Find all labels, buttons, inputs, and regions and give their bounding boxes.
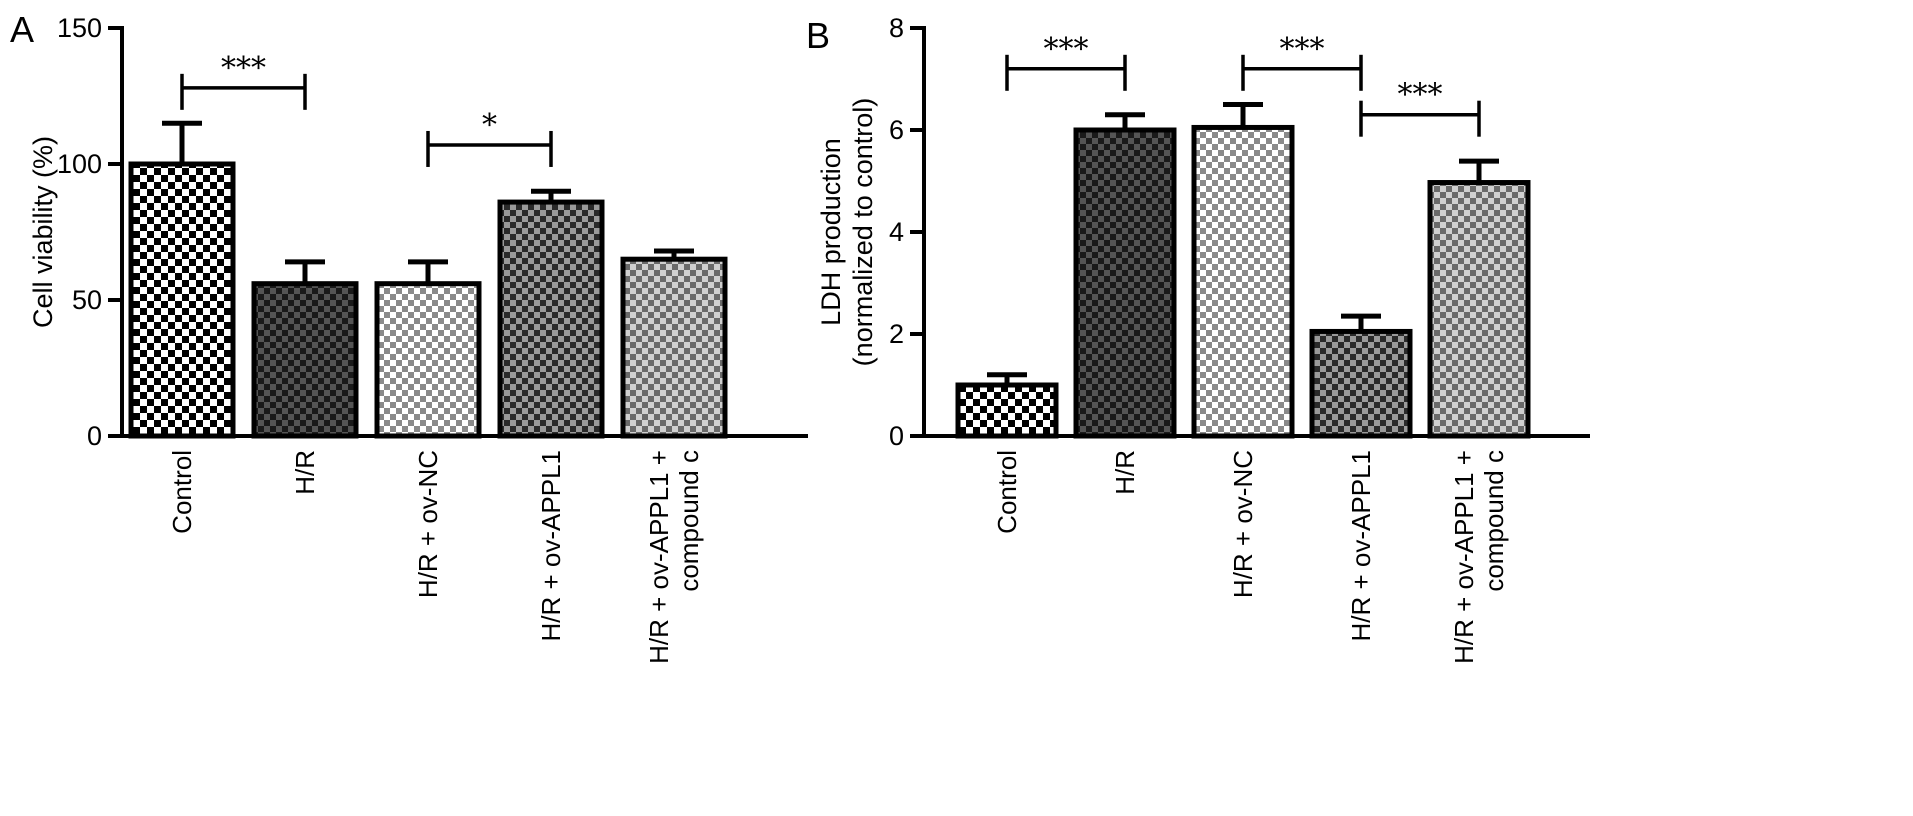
bar [497, 199, 605, 439]
significance-label: *** [1044, 32, 1089, 67]
y-axis-label: (normalized to control) [848, 98, 878, 367]
y-axis-label: LDH production [816, 138, 846, 326]
panel-a: A Cell viability (%) 0 50 100 150 Control H/R H/… [10, 9, 808, 664]
bar [620, 256, 728, 439]
significance-label: * [482, 108, 497, 143]
y-tick-label: 4 [889, 217, 904, 247]
category-label: H/R [290, 450, 320, 495]
category-label: Control [992, 450, 1022, 534]
y-tick-label: 2 [889, 319, 904, 349]
y-tick-label: 0 [889, 421, 904, 451]
category-label: Control [167, 450, 197, 534]
category-label: H/R + ov-APPL1 + [1449, 450, 1479, 664]
significance-label: *** [1398, 78, 1443, 113]
significance-label: *** [1280, 32, 1325, 67]
bar [251, 281, 359, 439]
bar [128, 161, 236, 439]
y-axis-label: Cell viability (%) [28, 136, 58, 328]
category-label: H/R + ov-NC [1228, 450, 1258, 598]
y-tick-label: 150 [57, 13, 102, 43]
panel-b: B LDH production (normalized to control) 0 2… [806, 13, 1590, 664]
y-tick-label: 100 [57, 149, 102, 179]
category-label: H/R + ov-NC [413, 450, 443, 598]
bar [1073, 127, 1177, 439]
bar [955, 382, 1059, 439]
bar [1191, 124, 1295, 439]
significance-label: *** [221, 51, 266, 86]
category-label: H/R + ov-APPL1 + [644, 450, 674, 664]
category-label: compound c [1479, 450, 1509, 592]
y-tick-label: 50 [72, 285, 102, 315]
bar [1309, 328, 1413, 439]
category-label: H/R + ov-APPL1 [1346, 450, 1376, 641]
panel-letter: B [806, 15, 830, 56]
category-label: H/R + ov-APPL1 [536, 450, 566, 641]
y-tick-label: 0 [87, 421, 102, 451]
bar [1427, 180, 1531, 439]
panel-letter: A [10, 9, 34, 50]
y-tick-label: 6 [889, 115, 904, 145]
bar [374, 281, 482, 439]
category-label: H/R [1110, 450, 1140, 495]
category-label: compound c [674, 450, 704, 592]
y-tick-label: 8 [889, 13, 904, 43]
